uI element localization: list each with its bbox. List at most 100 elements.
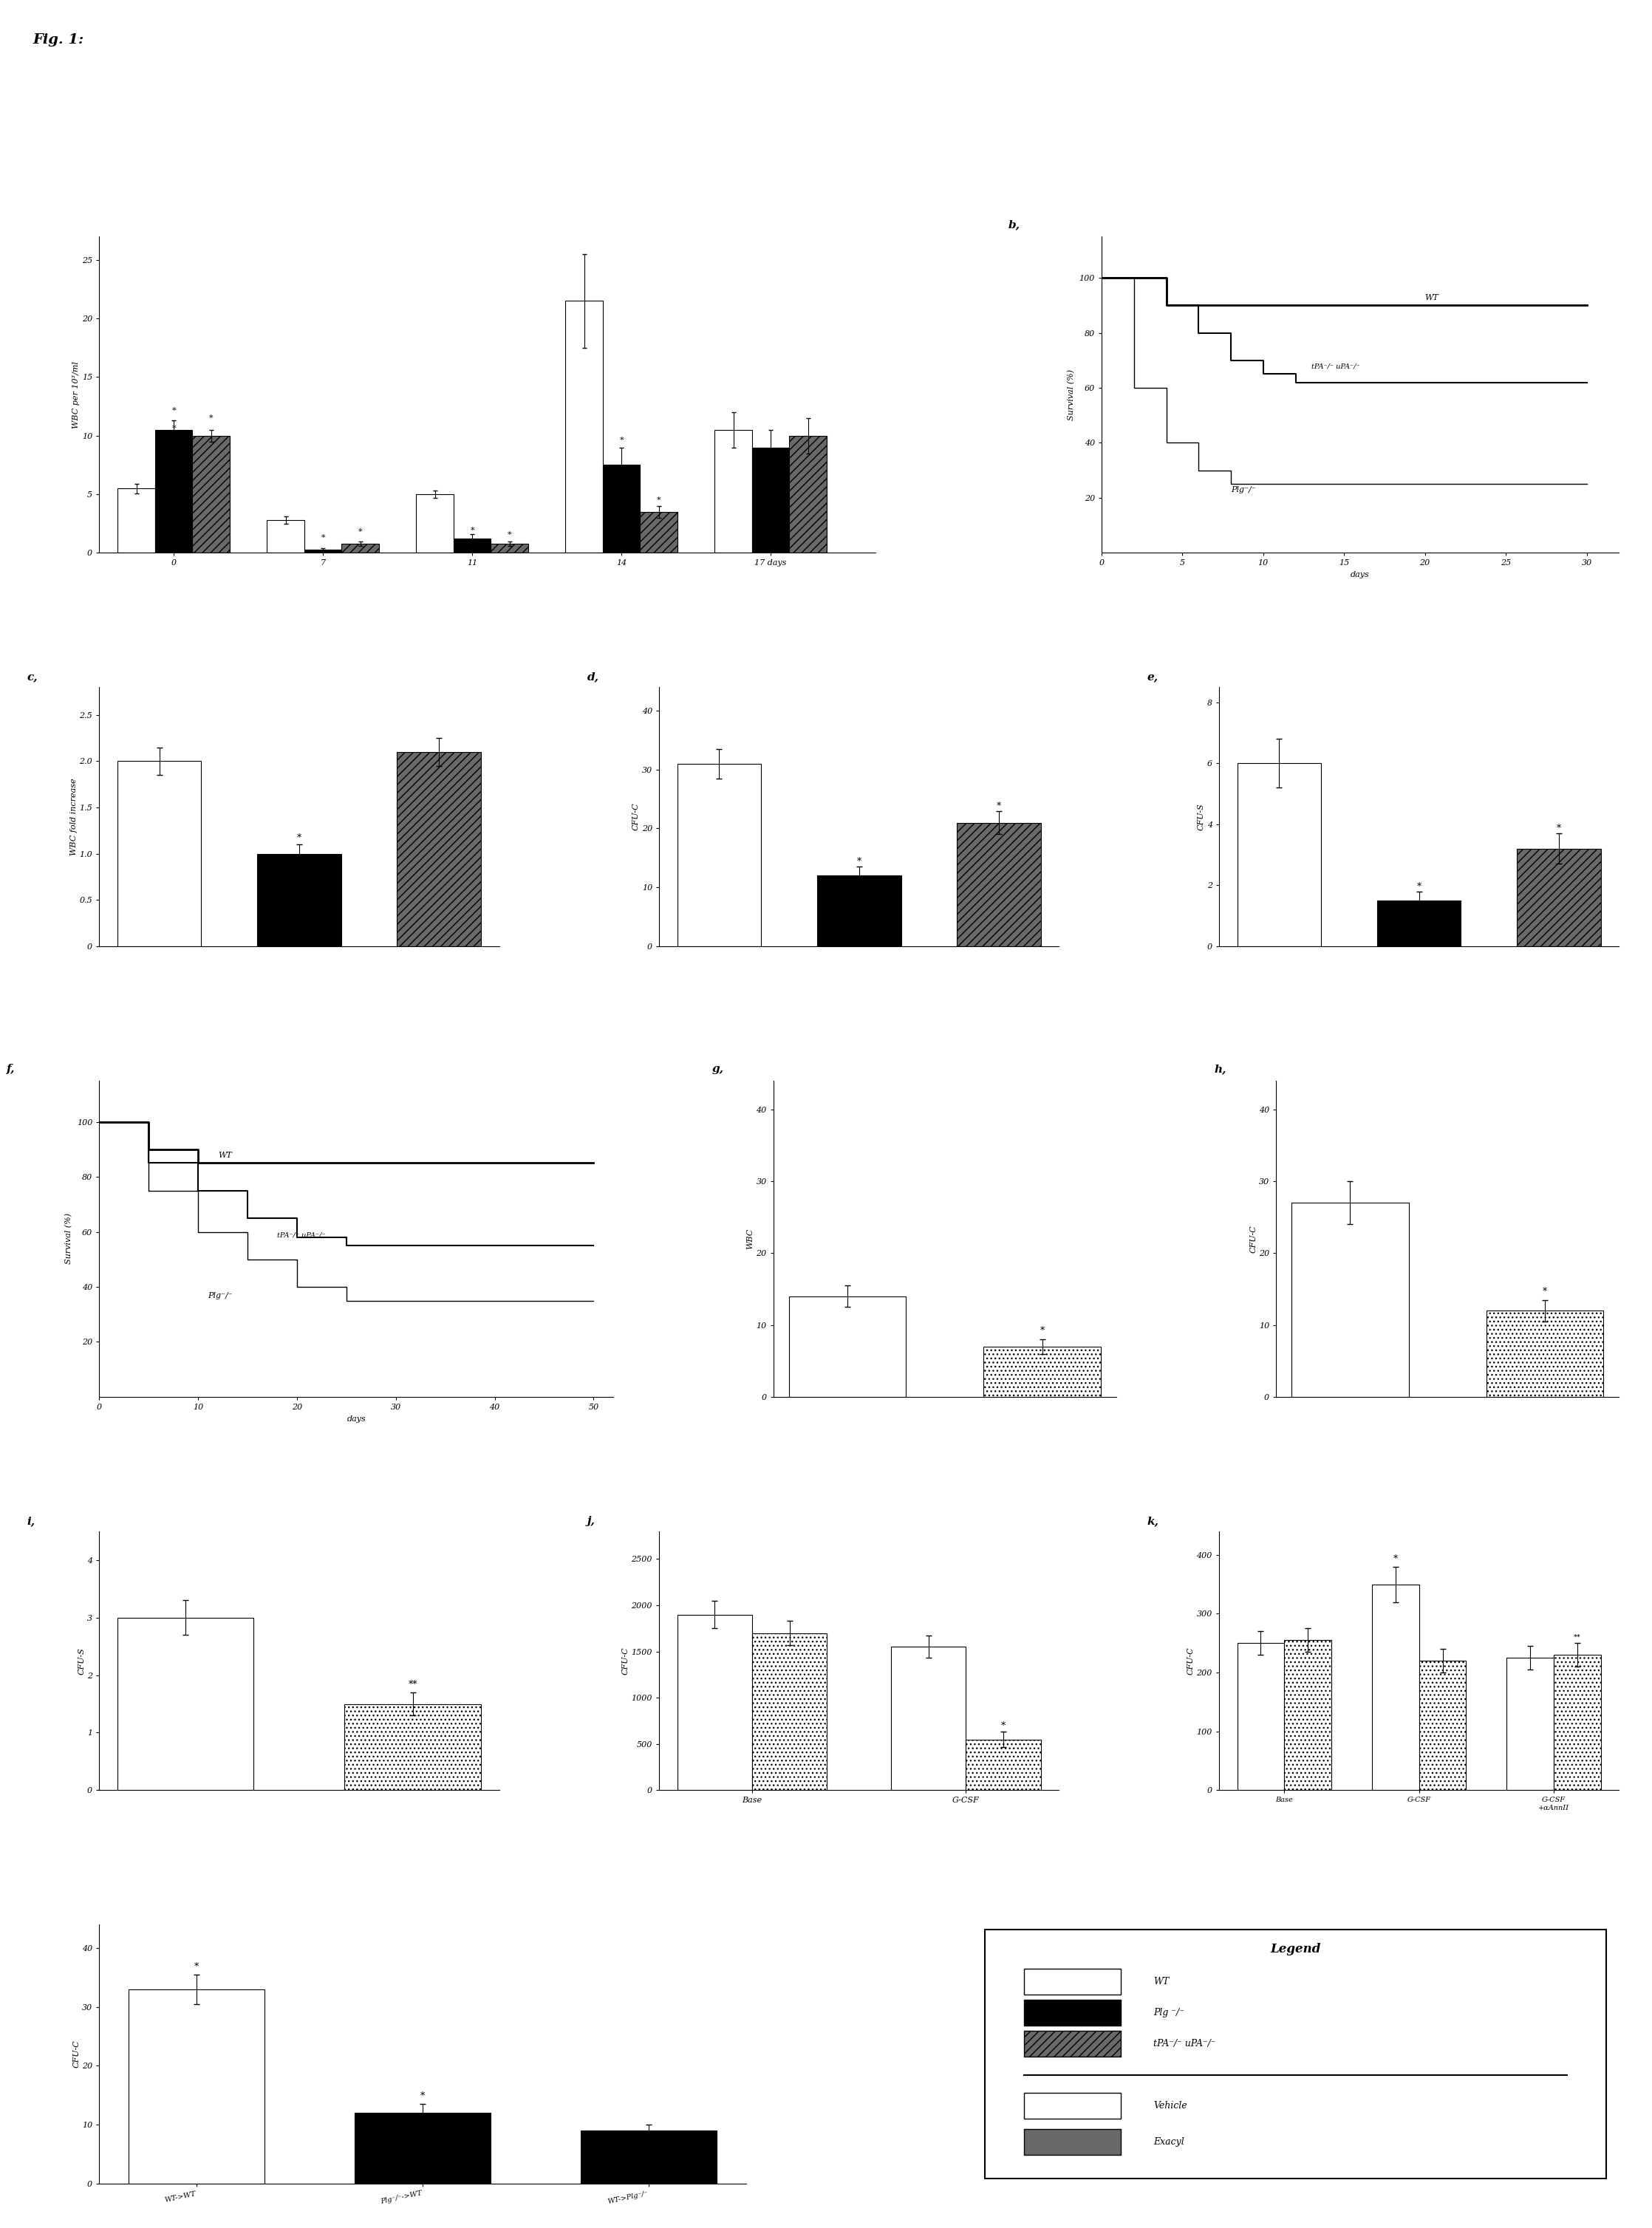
Bar xyxy=(416,495,454,553)
Y-axis label: WBC per 10³/ml: WBC per 10³/ml xyxy=(73,361,79,428)
Bar xyxy=(582,2130,717,2183)
Bar xyxy=(1284,1640,1332,1789)
Y-axis label: CFU-C: CFU-C xyxy=(621,1646,629,1675)
Text: Fig. 1:: Fig. 1: xyxy=(33,33,84,47)
Text: j,: j, xyxy=(586,1515,595,1526)
Bar xyxy=(1237,1642,1284,1789)
Bar xyxy=(304,550,342,553)
Text: Legend: Legend xyxy=(1270,1943,1322,1956)
Bar xyxy=(192,437,230,553)
Bar xyxy=(117,1618,254,1789)
Bar xyxy=(1419,1660,1465,1789)
X-axis label: days: days xyxy=(1351,570,1370,579)
Bar xyxy=(677,1615,752,1789)
Bar xyxy=(1378,900,1460,947)
Bar xyxy=(715,430,752,553)
Text: *: * xyxy=(172,426,175,432)
Bar xyxy=(890,1646,966,1789)
Bar xyxy=(268,519,304,553)
Text: i,: i, xyxy=(26,1515,35,1526)
Y-axis label: WBC: WBC xyxy=(747,1228,753,1250)
Text: tPA⁻/⁻ uPA⁻/⁻: tPA⁻/⁻ uPA⁻/⁻ xyxy=(1153,2039,1216,2048)
Text: **: ** xyxy=(1574,1633,1581,1640)
Y-axis label: CFU-C: CFU-C xyxy=(73,2041,79,2068)
Bar xyxy=(345,1704,481,1789)
Bar xyxy=(1371,1584,1419,1789)
X-axis label: days: days xyxy=(347,1415,365,1421)
Text: d,: d, xyxy=(586,673,598,682)
Bar xyxy=(117,488,155,553)
Text: *: * xyxy=(172,408,175,414)
Bar xyxy=(355,2112,491,2183)
Text: *: * xyxy=(320,535,325,541)
Text: *: * xyxy=(297,833,301,842)
Text: WT: WT xyxy=(218,1152,231,1159)
Bar xyxy=(396,753,481,947)
Text: *: * xyxy=(1417,882,1421,891)
Text: *: * xyxy=(857,858,861,867)
Bar xyxy=(790,437,826,553)
Y-axis label: CFU-S: CFU-S xyxy=(78,1646,86,1673)
Y-axis label: CFU-C: CFU-C xyxy=(1249,1225,1257,1252)
Bar xyxy=(639,512,677,553)
Y-axis label: Survival (%): Survival (%) xyxy=(1067,370,1075,421)
FancyBboxPatch shape xyxy=(985,1929,1606,2179)
Bar xyxy=(957,822,1041,947)
Text: tPA⁻/⁻ uPA⁻/⁻: tPA⁻/⁻ uPA⁻/⁻ xyxy=(1312,363,1360,370)
Bar xyxy=(1487,1310,1604,1397)
Bar xyxy=(790,1297,905,1397)
Text: b,: b, xyxy=(1008,221,1021,229)
Text: Plg⁻/⁻: Plg⁻/⁻ xyxy=(208,1292,233,1299)
Bar xyxy=(1507,1658,1553,1789)
Text: *: * xyxy=(657,497,661,504)
Text: WT: WT xyxy=(1153,1976,1170,1987)
Text: *: * xyxy=(1393,1555,1398,1564)
Bar xyxy=(117,762,202,947)
Bar xyxy=(342,544,378,553)
Text: c,: c, xyxy=(26,673,38,682)
Text: Plg ⁻/⁻: Plg ⁻/⁻ xyxy=(1153,2007,1184,2016)
Text: WT: WT xyxy=(1426,294,1439,301)
Text: *: * xyxy=(208,414,213,421)
Bar xyxy=(983,1346,1100,1397)
Bar xyxy=(491,544,529,553)
Bar xyxy=(155,430,192,553)
Y-axis label: CFU-C: CFU-C xyxy=(1188,1646,1194,1675)
Text: *: * xyxy=(507,532,512,539)
Bar xyxy=(454,539,491,553)
FancyBboxPatch shape xyxy=(1024,2030,1122,2056)
Text: *: * xyxy=(358,528,362,535)
Text: *: * xyxy=(1556,824,1561,833)
Text: h,: h, xyxy=(1214,1065,1226,1074)
Text: *: * xyxy=(1001,1722,1006,1731)
Bar xyxy=(1553,1655,1601,1789)
Text: *: * xyxy=(193,1963,198,1972)
Bar xyxy=(677,764,762,947)
Bar xyxy=(1237,764,1322,947)
Text: *: * xyxy=(471,526,474,535)
Text: g,: g, xyxy=(712,1065,724,1074)
Y-axis label: CFU-C: CFU-C xyxy=(633,802,639,831)
Y-axis label: WBC fold increase: WBC fold increase xyxy=(69,778,78,856)
Bar xyxy=(1292,1203,1409,1397)
FancyBboxPatch shape xyxy=(1024,1970,1122,1994)
Text: **: ** xyxy=(408,1680,418,1689)
Bar xyxy=(603,466,639,553)
Y-axis label: Survival (%): Survival (%) xyxy=(64,1214,73,1263)
Bar xyxy=(1517,849,1601,947)
Text: Plg⁻/⁻: Plg⁻/⁻ xyxy=(1231,486,1256,495)
FancyBboxPatch shape xyxy=(1024,2130,1122,2154)
Text: Exacyl: Exacyl xyxy=(1153,2137,1184,2148)
Text: k,: k, xyxy=(1146,1515,1158,1526)
Text: f,: f, xyxy=(7,1065,15,1074)
Y-axis label: CFU-S: CFU-S xyxy=(1198,802,1204,831)
Bar xyxy=(818,876,900,947)
Bar xyxy=(565,301,603,553)
Text: e,: e, xyxy=(1146,673,1158,682)
FancyBboxPatch shape xyxy=(1024,2001,1122,2025)
Text: *: * xyxy=(1039,1326,1044,1337)
Bar xyxy=(752,1633,828,1789)
Text: Vehicle: Vehicle xyxy=(1153,2101,1188,2110)
Text: *: * xyxy=(1543,1286,1548,1297)
Text: *: * xyxy=(420,2092,425,2101)
